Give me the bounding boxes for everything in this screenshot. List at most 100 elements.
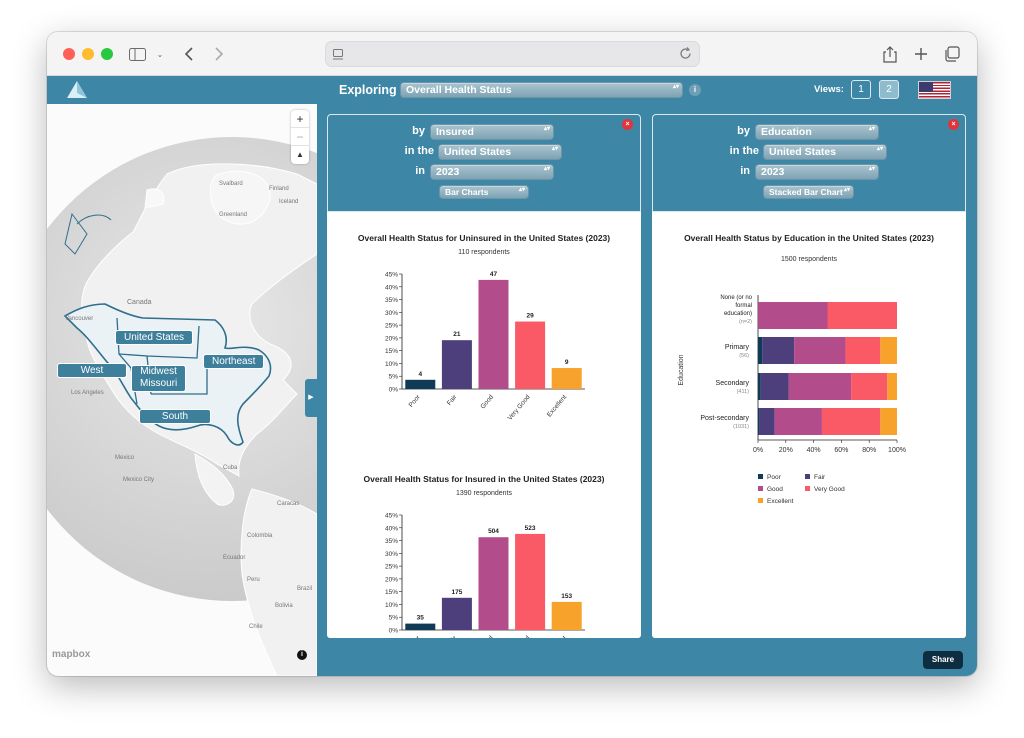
map-controls: + − ▲: [291, 110, 309, 164]
right-close-icon[interactable]: ×: [948, 119, 959, 130]
y-tick-label: 0%: [389, 387, 399, 394]
left-close-icon[interactable]: ×: [622, 119, 633, 130]
bar-fair: [441, 597, 472, 630]
collapse-map-handle[interactable]: ▶: [305, 379, 317, 417]
data-label: 4: [418, 371, 422, 378]
left-year-select[interactable]: 2023: [430, 164, 554, 180]
legend-label: Poor: [767, 474, 782, 481]
legend-swatch: [758, 486, 763, 491]
zoom-in-button[interactable]: +: [291, 110, 309, 128]
back-icon[interactable]: [181, 42, 197, 66]
x-tick-label: Excellent: [546, 635, 568, 638]
left-in-the-label: in the: [404, 145, 434, 157]
browser-toolbar: ⌄: [47, 32, 977, 76]
x-tick-label: Fair: [446, 393, 459, 407]
topic-info-icon[interactable]: i: [689, 84, 701, 96]
right-in-the-label: in the: [729, 145, 759, 157]
right-country-select[interactable]: United States: [763, 144, 887, 160]
segment-good: [758, 302, 828, 329]
map-label-mexico: Mexico: [115, 455, 135, 461]
sidebar-icon[interactable]: [127, 42, 147, 66]
right-year-select[interactable]: 2023: [755, 164, 879, 180]
x-tick-label: Poor: [408, 393, 423, 409]
y-tick-label: 35%: [385, 538, 398, 545]
segment-excellent: [880, 337, 897, 364]
map-panel[interactable]: Svalbard Finland Iceland Greenland Canad…: [47, 104, 317, 676]
legend-label: Excellent: [767, 498, 794, 505]
tabs-icon[interactable]: [943, 42, 961, 66]
zoom-out-button[interactable]: −: [291, 128, 309, 146]
y-tick-label: 15%: [385, 589, 398, 596]
legend-swatch: [805, 486, 810, 491]
right-in-label: in: [740, 165, 750, 177]
segment-fair: [759, 408, 775, 435]
region-midwest[interactable]: Midwest Missouri: [131, 365, 187, 392]
data-label: 504: [488, 528, 499, 535]
data-label: 523: [525, 525, 536, 532]
segment-poor: [758, 373, 761, 400]
left-chart-type-select[interactable]: Bar Charts: [439, 185, 529, 199]
map-label-caracas: Caracas: [277, 501, 300, 507]
bar-good: [478, 537, 509, 630]
x-tick-label: 100%: [888, 447, 906, 454]
share-icon[interactable]: [882, 42, 898, 66]
bar-excellent: [551, 368, 582, 389]
view-1-button[interactable]: 1: [851, 80, 871, 99]
data-label: 9: [565, 359, 569, 366]
category-label: Post-secondary: [700, 415, 749, 422]
x-tick-label: 20%: [779, 447, 793, 454]
segment-very-good: [845, 337, 881, 364]
us-flag-icon[interactable]: [918, 81, 951, 99]
y-tick-label: 40%: [385, 284, 398, 291]
left-panel-body: Overall Health Status for Uninsured in t…: [327, 212, 641, 638]
address-bar[interactable]: [325, 41, 700, 67]
map-label-cuba: Cuba: [223, 465, 238, 471]
right-panel-body: Overall Health Status by Education in th…: [652, 212, 966, 638]
right-chart-type-select[interactable]: Stacked Bar Chart: [763, 185, 854, 199]
left-by-label: by: [412, 125, 425, 137]
data-label: 29: [526, 313, 534, 320]
plus-icon[interactable]: [913, 42, 929, 66]
forward-icon[interactable]: [211, 42, 227, 66]
share-button[interactable]: Share: [923, 651, 963, 669]
minimize-dot[interactable]: [82, 48, 94, 60]
data-label: 47: [490, 271, 498, 278]
legend-swatch: [758, 498, 763, 503]
y-axis-label: Education: [678, 354, 685, 385]
close-dot[interactable]: [63, 48, 75, 60]
left-country-select[interactable]: United States: [438, 144, 562, 160]
x-tick-label: 60%: [834, 447, 848, 454]
segment-excellent: [880, 408, 897, 435]
bar-very-good: [515, 533, 546, 630]
compass-icon[interactable]: ▲: [296, 150, 304, 159]
chevron-down-icon[interactable]: ⌄: [156, 49, 164, 59]
map-info-icon[interactable]: i: [297, 650, 307, 660]
legend-swatch: [805, 474, 810, 479]
bar-poor: [405, 623, 436, 630]
right-by-select[interactable]: Education: [755, 124, 879, 140]
region-west[interactable]: West: [57, 363, 127, 378]
map-label-los-angeles: Los Angeles: [71, 390, 104, 396]
region-south[interactable]: South: [139, 409, 211, 424]
app-logo-icon[interactable]: [67, 81, 87, 103]
right-chart: Overall Health Status by Education in th…: [678, 233, 934, 505]
app-area: Exploring Overall Health Status i Views:…: [47, 76, 977, 676]
x-tick-label: Very Good: [507, 634, 532, 638]
x-tick-label: Poor: [408, 634, 423, 638]
mapbox-logo[interactable]: mapbox: [52, 649, 91, 660]
view-2-button[interactable]: 2: [879, 80, 899, 99]
y-tick-label: 45%: [385, 272, 398, 279]
zoom-dot[interactable]: [101, 48, 113, 60]
y-tick-label: 20%: [385, 335, 398, 342]
map-label-bolivia: Bolivia: [275, 603, 293, 609]
chart-subtitle: 1500 respondents: [781, 256, 838, 263]
region-northeast[interactable]: Northeast: [203, 354, 265, 369]
map-label-finland: Finland: [269, 186, 289, 192]
browser-window: ⌄ Exploring Overall He: [47, 32, 977, 676]
left-by-select[interactable]: Insured: [430, 124, 554, 140]
reload-icon[interactable]: [679, 47, 692, 65]
left-panel-header: by Insured in the United States in 2023 …: [327, 114, 641, 212]
bar-very-good: [515, 321, 546, 389]
region-united-states[interactable]: United States: [115, 330, 194, 345]
topic-select[interactable]: Overall Health Status: [400, 82, 683, 98]
